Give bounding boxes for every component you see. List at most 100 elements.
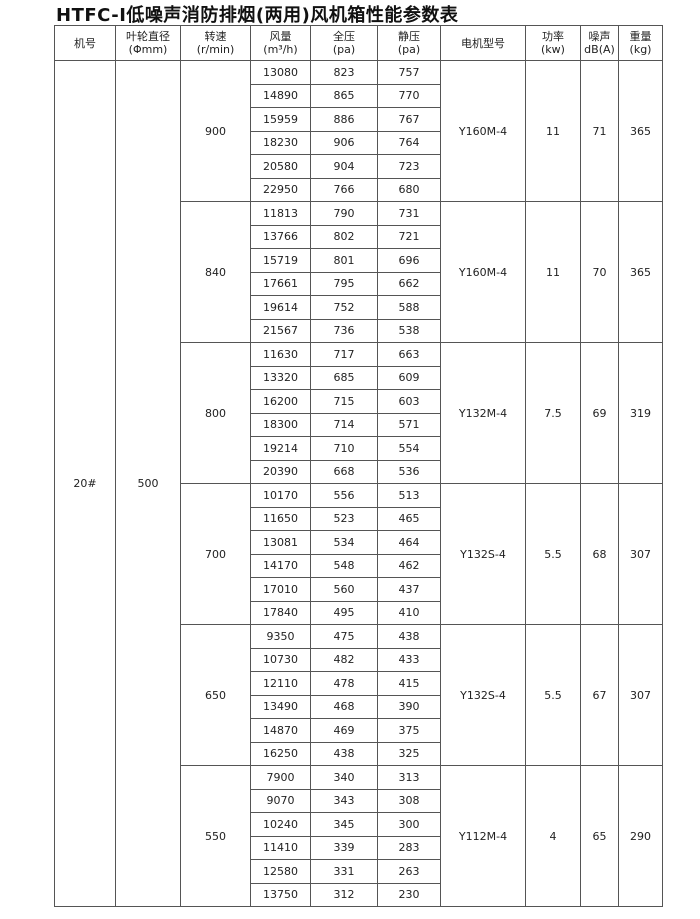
table-row: 20580 904 723 (55, 154, 663, 179)
table-row: 16200 715 603 (55, 389, 663, 414)
table-row: 18300 714 571 (55, 412, 663, 437)
static-pressure-cell: 554 (377, 436, 441, 461)
airflow-cell: 19214 (250, 436, 311, 461)
airflow-cell: 13320 (250, 365, 311, 390)
total-pressure-cell: 685 (310, 365, 378, 390)
header-label: 重量 (629, 30, 652, 43)
static-pressure-cell: 465 (377, 506, 441, 531)
static-pressure-cell: 731 (377, 201, 441, 226)
airflow-cell: 9350 (250, 624, 311, 649)
motor-model-cell: Y160M-4 (440, 201, 526, 343)
total-pressure-cell: 717 (310, 342, 378, 367)
static-pressure-cell: 410 (377, 600, 441, 625)
header-row: 机号 叶轮直径 (Φmm) 转速 (r/min) 风量 (m³/h) 全压 (pa) 静压 (pa)… (54, 25, 663, 61)
power-cell: 11 (525, 60, 581, 202)
airflow-cell: 18300 (250, 412, 311, 437)
airflow-cell: 18230 (250, 130, 311, 155)
static-pressure-cell: 663 (377, 342, 441, 367)
weight-cell: 365 (618, 60, 663, 202)
static-pressure-cell: 230 (377, 882, 441, 907)
airflow-cell: 12580 (250, 859, 311, 884)
table-row: 800 11630 717 663 Y132M-4 7.5 69 319 (55, 342, 663, 484)
static-pressure-cell: 375 (377, 718, 441, 743)
airflow-cell: 11813 (250, 201, 311, 226)
page-title: HTFC-Ⅰ低噪声消防排烟(两用)风机箱性能参数表 (56, 5, 459, 26)
static-pressure-cell: 721 (377, 224, 441, 249)
header-unit: (pa) (332, 43, 356, 56)
table-row: 550 7900 340 313 Y112M-4 4 65 290 (55, 765, 663, 907)
motor-model-cell: Y132M-4 (440, 342, 526, 484)
header-unit: (kg) (629, 43, 652, 56)
noise-cell: 71 (580, 60, 619, 202)
noise-cell: 65 (580, 765, 619, 907)
table-row: 700 10170 556 513 Y132S-4 5.5 68 307 (55, 483, 663, 625)
total-pressure-cell: 495 (310, 600, 378, 625)
weight-cell: 365 (618, 201, 663, 343)
header-label: 转速 (204, 30, 227, 43)
performance-table: 机号 叶轮直径 (Φmm) 转速 (r/min) 风量 (m³/h) 全压 (pa) 静压 (pa)… (54, 25, 663, 907)
noise-cell: 70 (580, 201, 619, 343)
static-pressure-cell: 308 (377, 788, 441, 813)
static-pressure-cell: 462 (377, 553, 441, 578)
airflow-cell: 12110 (250, 671, 311, 696)
airflow-cell: 14870 (250, 718, 311, 743)
weight-cell: 290 (618, 765, 663, 907)
column-header: 叶轮直径 (Φmm) (115, 25, 181, 61)
column-header: 噪声 dB(A) (580, 25, 619, 61)
column-header: 电机型号 (440, 25, 526, 61)
static-pressure-cell: 770 (377, 83, 441, 108)
static-pressure-cell: 723 (377, 154, 441, 179)
total-pressure-cell: 548 (310, 553, 378, 578)
static-pressure-cell: 603 (377, 389, 441, 414)
airflow-cell: 13750 (250, 882, 311, 907)
airflow-cell: 9070 (250, 788, 311, 813)
table-row: 17840 495 410 (55, 600, 663, 625)
header-unit: dB(A) (584, 43, 615, 56)
table-row: 13750 312 230 (55, 882, 663, 907)
static-pressure-cell: 325 (377, 741, 441, 766)
motor-model-cell: Y132S-4 (440, 624, 526, 766)
static-pressure-cell: 662 (377, 271, 441, 296)
header-label: 静压 (398, 30, 420, 43)
static-pressure-cell: 588 (377, 295, 441, 320)
static-pressure-cell: 538 (377, 318, 441, 343)
table-row: 10240 345 300 (55, 812, 663, 837)
static-pressure-cell: 696 (377, 248, 441, 273)
airflow-cell: 11630 (250, 342, 311, 367)
airflow-cell: 17661 (250, 271, 311, 296)
static-pressure-cell: 757 (377, 60, 441, 85)
airflow-cell: 21567 (250, 318, 311, 343)
table-row: 12580 331 263 (55, 859, 663, 884)
static-pressure-cell: 513 (377, 483, 441, 508)
header-label: 电机型号 (461, 36, 505, 50)
table-row: 19214 710 554 (55, 436, 663, 461)
airflow-cell: 17010 (250, 577, 311, 602)
power-cell: 5.5 (525, 483, 581, 625)
speed-cell: 800 (180, 342, 251, 484)
table-row: 18230 906 764 (55, 130, 663, 155)
static-pressure-cell: 390 (377, 694, 441, 719)
static-pressure-cell: 283 (377, 835, 441, 860)
table-row: 17010 560 437 (55, 577, 663, 602)
airflow-cell: 19614 (250, 295, 311, 320)
total-pressure-cell: 560 (310, 577, 378, 602)
speed-cell: 700 (180, 483, 251, 625)
total-pressure-cell: 714 (310, 412, 378, 437)
total-pressure-cell: 802 (310, 224, 378, 249)
total-pressure-cell: 534 (310, 530, 378, 555)
table-row: 650 9350 475 438 Y132S-4 5.5 67 307 (55, 624, 663, 766)
static-pressure-cell: 415 (377, 671, 441, 696)
airflow-cell: 10730 (250, 647, 311, 672)
column-header: 风量 (m³/h) (250, 25, 311, 61)
column-header: 转速 (r/min) (180, 25, 251, 61)
static-pressure-cell: 571 (377, 412, 441, 437)
total-pressure-cell: 339 (310, 835, 378, 860)
total-pressure-cell: 468 (310, 694, 378, 719)
static-pressure-cell: 609 (377, 365, 441, 390)
header-label: 噪声 (588, 30, 611, 43)
power-cell: 7.5 (525, 342, 581, 484)
static-pressure-cell: 313 (377, 765, 441, 790)
table-row: 15959 886 767 (55, 107, 663, 132)
power-cell: 5.5 (525, 624, 581, 766)
airflow-cell: 15719 (250, 248, 311, 273)
